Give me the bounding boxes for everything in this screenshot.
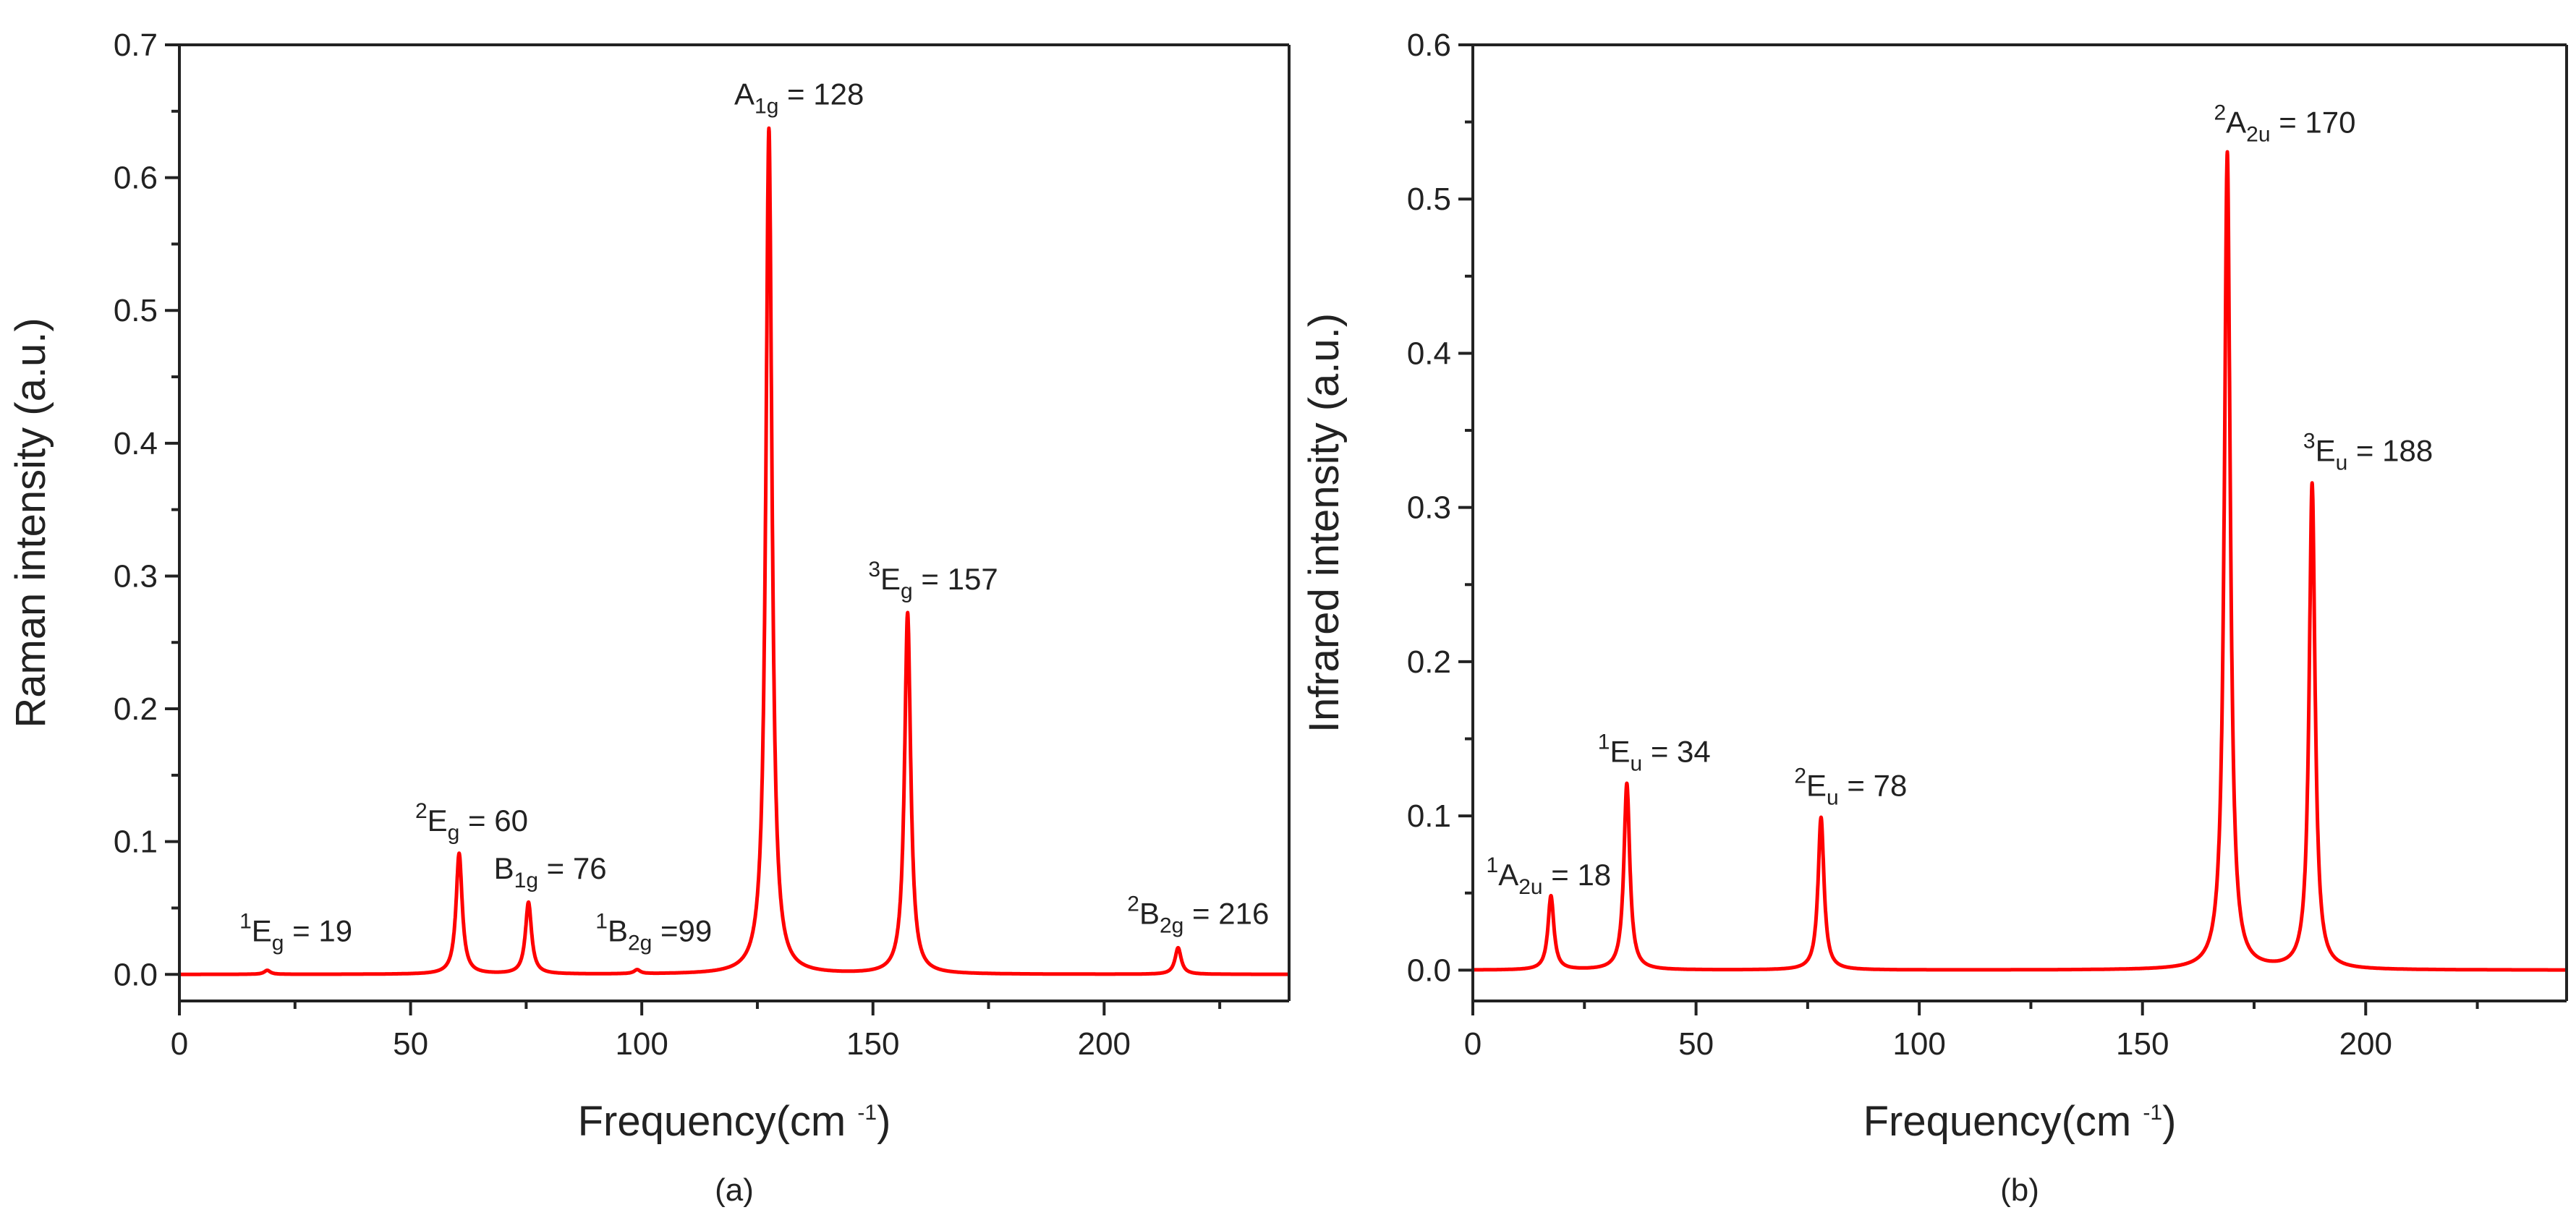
y-tick-label: 0.4 [1407, 336, 1451, 371]
x-tick-label: 100 [615, 1026, 668, 1062]
x-tick-label: 150 [2116, 1026, 2169, 1062]
x-axis-title: Frequency(cm -1) [578, 1098, 891, 1145]
chart-panel-b: 0 50 100 150 200 0.0 0.1 0.2 0.3 0.4 0.5 0.6 Frequen… [1301, 27, 2569, 1208]
peak-label: 1Eg = 19 [239, 909, 352, 955]
peak-label: 3Eu = 188 [2303, 430, 2433, 475]
x-tick-label: 200 [1078, 1026, 1131, 1062]
y-tick-label: 0.5 [114, 293, 158, 328]
panel-label: (b) [2000, 1172, 2039, 1208]
spectrum-line [1471, 150, 2569, 972]
y-tick-label: 0.3 [114, 558, 158, 594]
peak-label: 1Eu = 34 [1598, 730, 1711, 776]
x-tick-label: 50 [393, 1026, 428, 1062]
y-tick-label: 0.4 [114, 426, 158, 461]
peak-label: 1B2g =99 [595, 909, 712, 955]
peak-label: 2A2u = 170 [2214, 101, 2355, 147]
y-tick-label: 0.3 [1407, 490, 1451, 526]
y-axis-title: Raman intensity (a.u.) [7, 318, 54, 728]
y-tick-label: 0.2 [114, 691, 158, 727]
x-tick-label: 50 [1678, 1026, 1714, 1062]
y-tick-label: 0.7 [114, 27, 158, 63]
x-tick-label: 150 [846, 1026, 899, 1062]
x-tick-label: 100 [1892, 1026, 1945, 1062]
y-tick-label: 0.2 [1407, 644, 1451, 680]
peak-label: 2Eg = 60 [415, 799, 528, 845]
y-tick-label: 0.1 [114, 824, 158, 860]
chart-panel-a: 0 50 100 150 200 0.0 0.1 0.2 0.3 0.4 0.5 0.6 0.7 Freq… [7, 27, 1291, 1208]
y-tick-label: 0.5 [1407, 182, 1451, 217]
y-tick-label: 0.1 [1407, 798, 1451, 834]
x-tick-label: 200 [2339, 1026, 2392, 1062]
spectrum-line [177, 126, 1291, 976]
peak-label: A1g = 128 [734, 77, 864, 119]
y-tick-label: 0.6 [1407, 27, 1451, 63]
peak-label: 2Eu = 78 [1794, 764, 1907, 809]
peak-label: 2B2g = 216 [1127, 892, 1269, 938]
panel-label: (a) [715, 1172, 754, 1208]
peak-label: 1A2u = 18 [1487, 853, 1612, 899]
y-tick-label: 0.0 [1407, 953, 1451, 988]
peak-label: 3Eg = 157 [868, 558, 998, 603]
y-tick-label: 0.6 [114, 161, 158, 196]
peak-label: B1g = 76 [494, 851, 607, 892]
x-axis-title: Frequency(cm -1) [1863, 1098, 2177, 1145]
y-axis-title: Infrared intensity (a.u.) [1301, 313, 1348, 733]
x-tick-label: 0 [1464, 1026, 1482, 1062]
y-tick-label: 0.0 [114, 957, 158, 992]
x-tick-label: 0 [171, 1026, 188, 1062]
